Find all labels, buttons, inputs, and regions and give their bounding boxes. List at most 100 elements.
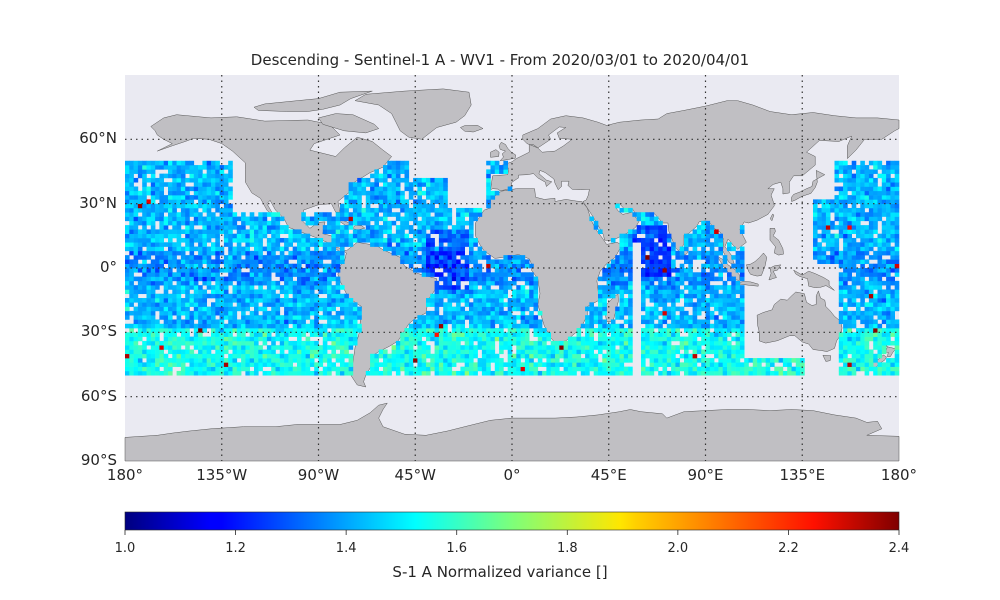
- swath-cell: [426, 203, 431, 209]
- swath-cell: [426, 177, 431, 183]
- swath-cell: [834, 207, 840, 213]
- swath-cell: [464, 289, 470, 295]
- swath-cell: [585, 366, 590, 372]
- swath-cell: [864, 319, 870, 325]
- swath-cell: [172, 340, 177, 346]
- swath-cell: [641, 293, 646, 299]
- swath-cell: [645, 293, 650, 299]
- swath-cell: [825, 242, 831, 247]
- swath-cell: [137, 336, 143, 342]
- swath-cell: [516, 349, 521, 355]
- swath-cell: [172, 165, 177, 170]
- swath-cell: [327, 370, 332, 376]
- swath-cell: [236, 263, 242, 269]
- swath-cell: [671, 358, 676, 363]
- swath-cell: [701, 349, 706, 355]
- swath-cell: [202, 340, 207, 346]
- swath-cell: [688, 289, 693, 295]
- swath-cell: [305, 336, 311, 342]
- swath-cell: [890, 229, 895, 234]
- swath-cell: [288, 237, 293, 243]
- swath-cell: [847, 328, 852, 333]
- swath-cell: [271, 225, 276, 230]
- swath-cell: [172, 203, 177, 209]
- swath-cell: [211, 259, 216, 265]
- swath-cell: [701, 340, 706, 346]
- swath-cell: [426, 216, 431, 222]
- swath-cell: [735, 280, 741, 286]
- swath-cell: [641, 272, 646, 277]
- swath-cell: [851, 199, 857, 204]
- swath-cell: [460, 229, 465, 234]
- swath-cell: [653, 293, 659, 299]
- swath-cell: [671, 293, 676, 299]
- swath-cell: [249, 216, 255, 222]
- swath-cell: [671, 319, 676, 325]
- swath-cell: [469, 353, 474, 359]
- swath-cell: [258, 319, 263, 325]
- swath-cell: [133, 323, 139, 329]
- swath-cell: [155, 328, 160, 333]
- swath-cell: [460, 319, 465, 325]
- swath-cell: [357, 323, 362, 329]
- swath-cell: [632, 233, 637, 239]
- swath-cell: [129, 212, 134, 217]
- swath-cell: [125, 272, 130, 277]
- swath-cell: [864, 177, 870, 183]
- swath-cell: [185, 165, 190, 170]
- swath-cell: [361, 233, 367, 239]
- swath-cell: [219, 165, 225, 170]
- swath-cell: [864, 366, 870, 372]
- swath-cell: [512, 280, 517, 286]
- swath-cell: [185, 293, 190, 299]
- swath-cell: [847, 182, 852, 187]
- swath-cell: [275, 362, 281, 367]
- swath-cell: [206, 268, 212, 273]
- swath-cell: [219, 212, 225, 217]
- swath-cell: [688, 362, 693, 367]
- swath-cell: [739, 349, 745, 355]
- swath-cell: [684, 358, 689, 363]
- swath-cell: [193, 289, 199, 295]
- swath-cell: [438, 272, 444, 277]
- swath-cell: [520, 293, 526, 299]
- swath-cell: [249, 370, 255, 376]
- swath-cell: [709, 315, 715, 320]
- swath-cell: [490, 323, 496, 329]
- swath-cell: [335, 310, 341, 316]
- swath-cell: [843, 233, 848, 239]
- swath-cell: [464, 272, 470, 277]
- swath-cell: [271, 220, 276, 226]
- swath-cell: [709, 366, 715, 372]
- swath-cell: [223, 310, 229, 316]
- swath-cell: [284, 259, 289, 265]
- swath-cell: [645, 336, 650, 342]
- swath-cell: [800, 358, 805, 363]
- swath-cell: [417, 328, 422, 333]
- swath-cell: [314, 276, 319, 282]
- swath-cell: [451, 370, 457, 376]
- swath-cell: [598, 229, 603, 234]
- swath-cell: [279, 250, 285, 256]
- swath-cell: [335, 255, 341, 260]
- swath-cell: [727, 242, 732, 247]
- swath-cell: [172, 336, 177, 342]
- swath-cell: [408, 190, 414, 196]
- swath-cell: [288, 358, 293, 363]
- swath-cell: [215, 246, 220, 252]
- swath-cell: [727, 349, 732, 355]
- swath-cell: [851, 186, 857, 192]
- swath-cell: [288, 366, 293, 372]
- swath-cell: [481, 255, 487, 260]
- swath-cell: [727, 306, 732, 312]
- swath-cell: [198, 259, 203, 265]
- swath-cell: [856, 358, 861, 363]
- swath-cell: [456, 323, 461, 329]
- swath-cell: [477, 319, 483, 325]
- swath-cell: [843, 242, 848, 247]
- swath-cell: [297, 370, 302, 376]
- swath-cell: [163, 165, 169, 170]
- swath-cell: [159, 310, 164, 316]
- swath-cell: [374, 173, 379, 179]
- swath-cell: [344, 242, 349, 247]
